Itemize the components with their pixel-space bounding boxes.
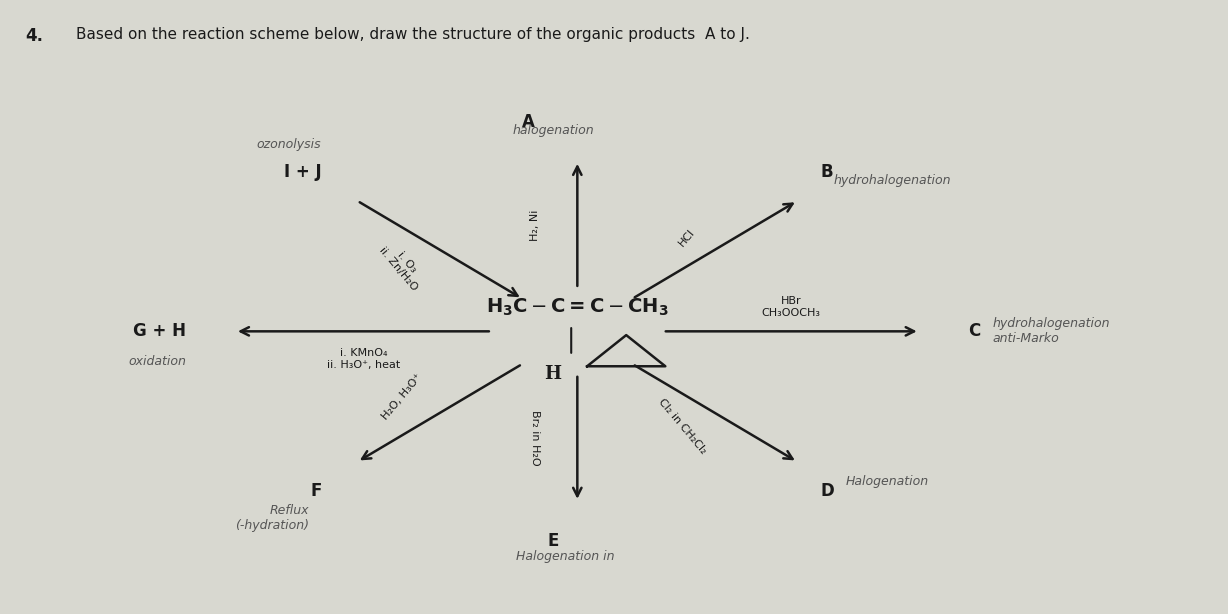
Text: E: E <box>548 532 559 550</box>
Text: HBr
CH₃OOCH₃: HBr CH₃OOCH₃ <box>761 296 820 318</box>
Text: H₂, Ni: H₂, Ni <box>529 209 539 241</box>
Text: 4.: 4. <box>25 27 43 45</box>
Text: oxidation: oxidation <box>128 356 187 368</box>
Text: B: B <box>820 163 834 181</box>
Text: HCl: HCl <box>677 227 696 249</box>
Text: Halogenation in: Halogenation in <box>516 550 614 563</box>
Text: H₂O, H₃O⁺: H₂O, H₃O⁺ <box>381 373 424 422</box>
Text: I + J: I + J <box>284 163 322 181</box>
Text: H: H <box>544 365 561 383</box>
Text: hydrohalogenation: hydrohalogenation <box>833 174 950 187</box>
Text: Based on the reaction scheme below, draw the structure of the organic products  : Based on the reaction scheme below, draw… <box>76 27 750 42</box>
Text: ozonolysis: ozonolysis <box>257 138 322 151</box>
Text: hydrohalogenation
anti-Marko: hydrohalogenation anti-Marko <box>993 317 1110 345</box>
Text: G + H: G + H <box>133 322 187 340</box>
Text: i. O₃
ii. Zn/H₂O: i. O₃ ii. Zn/H₂O <box>377 238 427 293</box>
Text: $\mathbf{H_3C}-\mathbf{C=C}-\mathbf{CH_3}$: $\mathbf{H_3C}-\mathbf{C=C}-\mathbf{CH_3… <box>486 297 668 317</box>
Text: halogenation: halogenation <box>512 124 593 137</box>
Text: Reflux
(-hydration): Reflux (-hydration) <box>236 505 309 532</box>
Text: F: F <box>311 482 322 500</box>
Text: C: C <box>969 322 981 340</box>
Text: Halogenation: Halogenation <box>845 475 928 488</box>
Text: i. KMnO₄
ii. H₃O⁺, heat: i. KMnO₄ ii. H₃O⁺, heat <box>327 348 400 370</box>
Text: A: A <box>522 112 535 131</box>
Text: Br₂ in H₂O: Br₂ in H₂O <box>529 410 539 465</box>
Text: Cl₂ in CH₂Cl₂: Cl₂ in CH₂Cl₂ <box>656 397 709 456</box>
Text: D: D <box>820 482 835 500</box>
